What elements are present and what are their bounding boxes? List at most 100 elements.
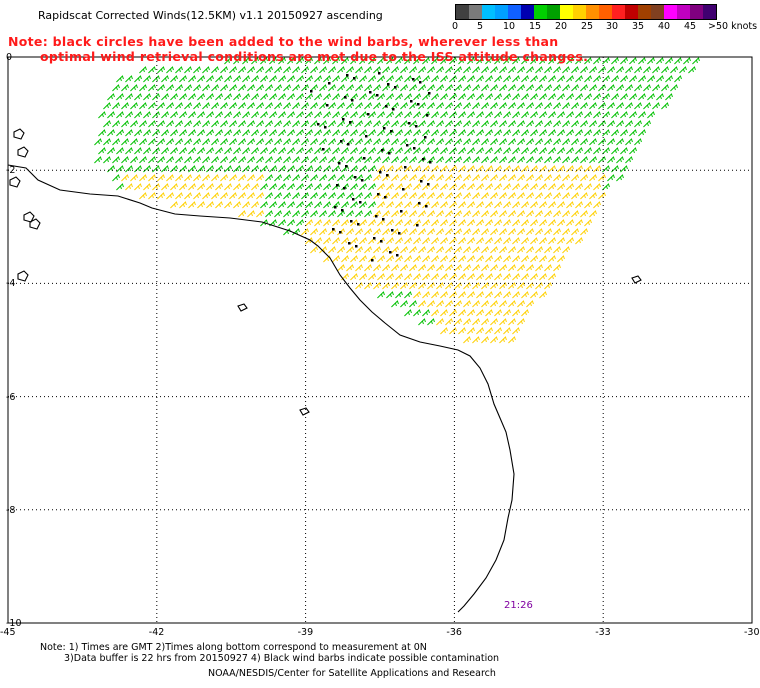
wind-barb: [454, 246, 462, 254]
wind-barb: [661, 84, 669, 92]
wind-barb: [472, 228, 480, 236]
colorbar-segment: [586, 5, 599, 19]
wind-barb: [458, 291, 466, 299]
wind-barb: [670, 66, 678, 74]
wind-barb: [350, 183, 358, 191]
wind-barb: [220, 138, 228, 146]
wind-barb: [454, 210, 462, 218]
wind-barb: [476, 273, 484, 281]
wind-barb: [467, 147, 475, 155]
wind-barb: [247, 210, 255, 218]
wind-barb: [283, 84, 291, 92]
wind-barb: [130, 120, 138, 128]
wind-barb: [598, 138, 606, 146]
wind-barb: [152, 147, 160, 155]
contamination-marker: [417, 103, 420, 106]
wind-barb: [373, 264, 381, 272]
wind-barb: [188, 201, 196, 209]
wind-barb: [395, 255, 403, 263]
wind-barb: [377, 129, 385, 137]
wind-barb: [616, 138, 624, 146]
wind-barb: [467, 237, 475, 245]
wind-barb: [328, 120, 336, 128]
wind-barb: [598, 102, 606, 110]
wind-barb: [143, 129, 151, 137]
wind-barb: [409, 300, 417, 308]
wind-barb: [296, 219, 304, 227]
wind-barb: [377, 219, 385, 227]
wind-barb: [179, 165, 187, 173]
wind-barb: [107, 129, 115, 137]
wind-barb: [517, 246, 525, 254]
contamination-marker: [389, 251, 392, 254]
contamination-marker: [388, 152, 391, 155]
wind-barb: [292, 156, 300, 164]
longitude-label: -36: [446, 627, 462, 638]
wind-barb: [494, 327, 502, 335]
wind-barb: [445, 318, 453, 326]
wind-barb: [319, 120, 327, 128]
wind-barb: [571, 210, 579, 218]
wind-barb: [584, 219, 592, 227]
wind-barb: [359, 111, 367, 119]
wind-barb: [305, 237, 313, 245]
wind-barb: [314, 75, 322, 83]
wind-barb: [593, 201, 601, 209]
wind-barb: [445, 210, 453, 218]
wind-barb: [386, 201, 394, 209]
wind-barb: [548, 183, 556, 191]
wind-barb: [170, 147, 178, 155]
wind-barb: [287, 75, 295, 83]
wind-barb: [409, 210, 417, 218]
wind-barb: [184, 66, 192, 74]
wind-barb: [323, 165, 331, 173]
wind-barb: [382, 66, 390, 74]
wind-barb: [116, 93, 124, 101]
wind-barb: [265, 138, 273, 146]
wind-barb: [287, 129, 295, 137]
colorbar-label: 30: [606, 21, 619, 32]
wind-barb: [220, 156, 228, 164]
wind-barb: [553, 174, 561, 182]
wind-barb: [368, 57, 376, 65]
wind-barb: [454, 102, 462, 110]
wind-barb: [247, 156, 255, 164]
wind-barb: [134, 147, 142, 155]
wind-barb: [548, 111, 556, 119]
wind-barb: [602, 75, 610, 83]
wind-barb: [305, 111, 313, 119]
wind-barb: [503, 147, 511, 155]
wind-barb: [161, 147, 169, 155]
wind-barb: [499, 120, 507, 128]
wind-barb: [553, 210, 561, 218]
wind-barb: [328, 66, 336, 74]
wind-barb: [395, 201, 403, 209]
wind-barb: [103, 102, 111, 110]
wind-barb: [427, 228, 435, 236]
wind-barb: [566, 183, 574, 191]
wind-barb: [175, 192, 183, 200]
wind-barb: [557, 201, 565, 209]
wind-barb: [535, 192, 543, 200]
wind-barb: [454, 192, 462, 200]
wind-barb: [463, 84, 471, 92]
wind-barb: [94, 156, 102, 164]
wind-barb: [355, 192, 363, 200]
wind-barb: [458, 111, 466, 119]
wind-barb: [566, 165, 574, 173]
wind-barb: [296, 183, 304, 191]
wind-barb: [494, 129, 502, 137]
wind-barb: [656, 75, 664, 83]
wind-barb: [449, 201, 457, 209]
contamination-marker: [383, 127, 386, 130]
wind-barb: [296, 75, 304, 83]
wind-barb: [409, 192, 417, 200]
wind-barb: [395, 75, 403, 83]
wind-barb: [404, 183, 412, 191]
wind-barb: [521, 129, 529, 137]
wind-barb: [179, 93, 187, 101]
wind-barb: [310, 192, 318, 200]
wind-barb: [170, 75, 178, 83]
wind-barb: [539, 75, 547, 83]
wind-barb: [463, 246, 471, 254]
